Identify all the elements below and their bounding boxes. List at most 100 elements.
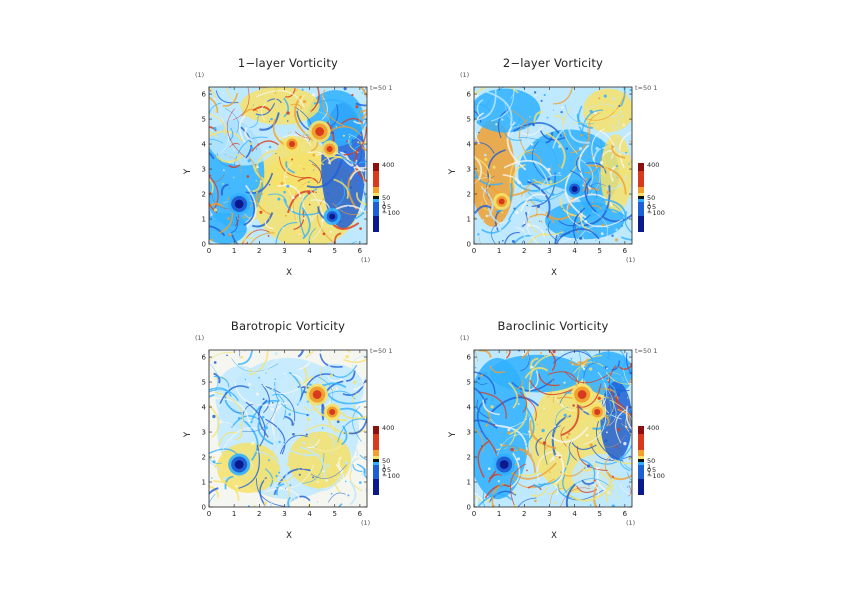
plot-frame xyxy=(208,86,368,245)
filament xyxy=(224,108,239,134)
speckle xyxy=(355,105,359,109)
speckle xyxy=(249,190,252,193)
speckle xyxy=(563,413,567,417)
speckle xyxy=(284,214,287,217)
speckle xyxy=(534,356,536,358)
vortex xyxy=(571,383,594,406)
speckle xyxy=(312,350,315,353)
filament xyxy=(527,191,566,201)
y-tick-label: 0 xyxy=(202,504,206,512)
speckle xyxy=(478,180,480,182)
speckle xyxy=(244,378,247,381)
filament xyxy=(617,114,625,141)
filament xyxy=(209,113,226,136)
filament xyxy=(558,237,577,244)
speckle xyxy=(517,180,521,185)
filament xyxy=(316,350,320,354)
speckle xyxy=(492,504,495,507)
filament xyxy=(519,391,527,413)
speckle xyxy=(474,176,477,179)
y-tick-label: 3 xyxy=(467,166,471,174)
speckle xyxy=(346,367,348,369)
filament xyxy=(605,371,632,385)
speckle xyxy=(515,210,519,215)
time-label: t=50 1 xyxy=(370,347,392,355)
y-axis-label: Y xyxy=(448,168,458,175)
speckle xyxy=(527,430,531,433)
filament xyxy=(607,350,610,360)
filament xyxy=(582,399,607,445)
speckle xyxy=(344,480,347,483)
filament xyxy=(260,461,274,499)
speckle xyxy=(545,123,548,126)
filament xyxy=(586,164,627,195)
speckle xyxy=(526,469,528,472)
filament xyxy=(478,391,507,419)
filament xyxy=(615,409,626,444)
filament xyxy=(570,170,589,198)
filament xyxy=(243,230,254,244)
filament xyxy=(225,87,267,107)
filament xyxy=(603,384,614,419)
speckle xyxy=(365,437,367,440)
filament xyxy=(481,219,512,234)
speckle xyxy=(286,184,290,188)
speckle xyxy=(233,372,235,374)
speckle xyxy=(251,441,255,445)
speckle xyxy=(213,98,216,101)
speckle xyxy=(325,479,328,482)
filament xyxy=(583,185,611,227)
speckle xyxy=(499,228,502,231)
colorbar-segment xyxy=(373,465,379,471)
y-tick-label: 0 xyxy=(467,504,471,512)
speckle xyxy=(287,132,289,134)
colorbar-segment xyxy=(638,471,644,479)
filament xyxy=(239,405,268,422)
x-tick-label: 0 xyxy=(472,510,476,518)
filament xyxy=(474,156,491,185)
filament xyxy=(628,485,632,497)
filament xyxy=(602,198,627,222)
filament xyxy=(333,452,352,479)
filament xyxy=(331,459,341,493)
colorbar-label: 50 xyxy=(647,457,655,465)
speckle xyxy=(560,350,563,353)
filament xyxy=(482,192,496,198)
filament xyxy=(294,87,299,93)
vortex xyxy=(283,135,301,153)
colorbar-label: 1 xyxy=(647,206,651,214)
speckle xyxy=(268,145,272,149)
filament xyxy=(509,463,527,507)
speckle xyxy=(528,209,531,212)
filament xyxy=(259,87,269,89)
filament xyxy=(260,103,266,121)
colorbar-segment xyxy=(638,187,644,193)
speckle xyxy=(485,214,488,218)
speckle xyxy=(560,106,564,109)
colorbar-label: 0 xyxy=(382,203,386,211)
filament xyxy=(360,108,367,113)
filament xyxy=(209,175,219,211)
filament xyxy=(576,156,582,173)
speckle xyxy=(209,90,212,92)
filament xyxy=(625,405,632,431)
filament xyxy=(332,202,367,215)
colorbar-label: 1 xyxy=(382,206,386,214)
filament xyxy=(356,140,367,145)
speckle xyxy=(558,403,560,406)
speckle xyxy=(521,160,524,163)
filament xyxy=(599,129,615,159)
colorbar-segment xyxy=(373,196,379,199)
speckle xyxy=(249,469,253,473)
filament xyxy=(209,476,223,490)
speckle xyxy=(543,93,546,97)
filament xyxy=(474,350,478,363)
time-label: t=50 1 xyxy=(370,84,392,92)
speckle xyxy=(359,227,362,230)
colorbar-label: 1 xyxy=(382,469,386,477)
speckle xyxy=(589,367,593,371)
filament xyxy=(209,131,219,138)
speckle xyxy=(616,177,618,179)
filament xyxy=(549,454,563,463)
filament xyxy=(268,193,288,203)
